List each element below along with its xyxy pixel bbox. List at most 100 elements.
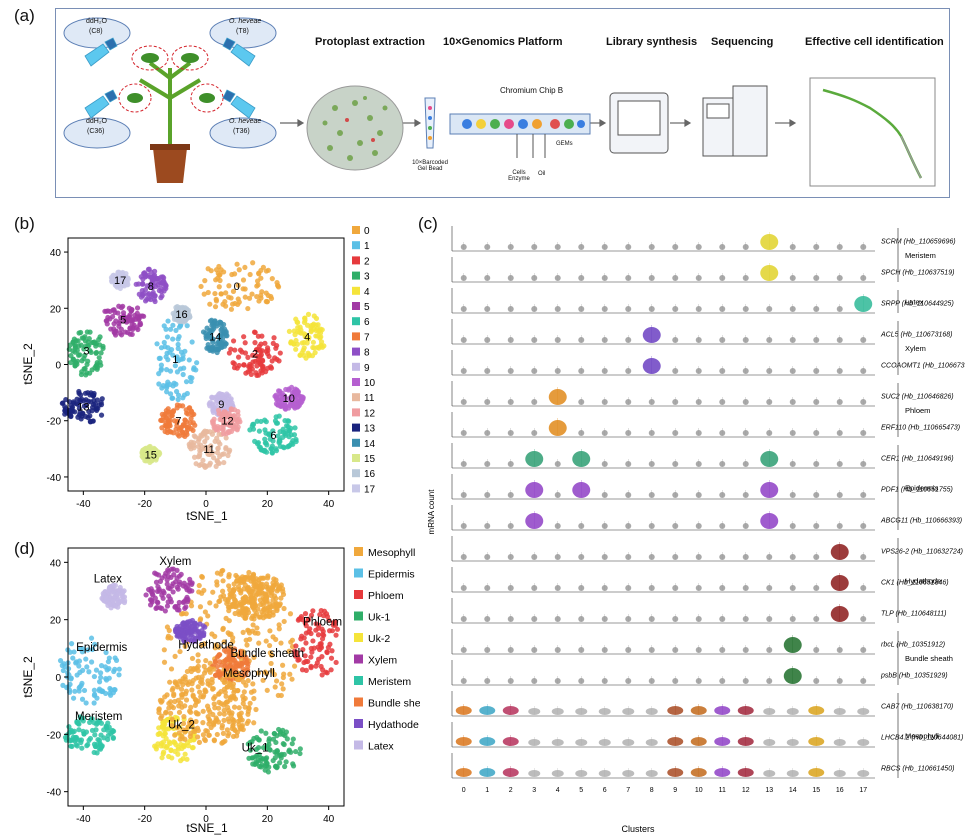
workflow-diagram [63, 17, 936, 187]
condition-t36-ellipse [209, 117, 277, 149]
d-ylabel: tSNE_2 [21, 656, 35, 698]
condition-c8-label: ddH₂O [86, 18, 108, 25]
d-xtick: 20 [262, 814, 274, 825]
condition-t8-sub: (T8) [236, 28, 249, 35]
cluster-label-10: 10 [283, 393, 295, 405]
violin-row-0: SCRM (Hb_110659696) [451, 226, 956, 252]
b-xtick: 20 [262, 499, 274, 510]
violin-row-17: RBCS (Hb_110661450) [451, 753, 954, 779]
cluster-2-points [226, 329, 283, 378]
group-epidermis: Epidermis [897, 445, 939, 530]
cluster-17-points [108, 269, 131, 292]
violin-row-7: CER1 (Hb_110649196) [451, 443, 954, 469]
condition-t36-label: O. heveae [229, 118, 262, 125]
c-xtick: 1 [485, 787, 489, 794]
b-legend-label: 6 [364, 317, 370, 328]
c-xlabel: Clusters [621, 824, 655, 834]
b-ylabel: tSNE_2 [21, 343, 35, 385]
b-ytick: -20 [47, 417, 62, 428]
d-legend-label: Uk-2 [368, 633, 390, 645]
d-xtick: -20 [137, 814, 152, 825]
group-meristem: Meristem [897, 228, 936, 282]
violin-row-15: CAB7 (Hb_110638170) [451, 691, 953, 717]
gene-label-1: SPCH (Hb_110637519) [881, 270, 954, 277]
panel-label-b: (b) [14, 214, 35, 233]
group-bundle-sheath: Bundle sheath [897, 631, 953, 685]
b-legend-swatch [352, 241, 360, 250]
gene-label-5: SUC2 (Hb_110646826) [881, 394, 954, 401]
cluster-5-points [102, 303, 147, 338]
d-ytick: -40 [47, 788, 62, 799]
group-label: Bundle sheath [905, 654, 953, 663]
b-ytick: -40 [47, 473, 62, 484]
d-legend-swatch [354, 568, 363, 578]
cluster-3-points [66, 329, 106, 378]
c-xtick: 10 [695, 787, 703, 794]
cluster-label-7: 7 [175, 416, 181, 428]
d-xtick: 40 [323, 814, 335, 825]
group-xylem: Xylem [897, 321, 926, 375]
celltype-region-points [172, 617, 208, 644]
sequencer-icon [702, 85, 768, 157]
b-legend-label: 9 [364, 363, 370, 374]
step-library-synthesis: Library synthesis [606, 36, 698, 48]
d-legend-swatch [354, 611, 363, 621]
b-legend-label: 17 [364, 484, 376, 495]
b-legend-label: 13 [364, 424, 376, 435]
step-sequencing: Sequencing [711, 36, 774, 48]
gene-label-7: CER1 (Hb_110649196) [881, 456, 954, 463]
b-ytick: 0 [55, 361, 61, 372]
c-xtick: 6 [603, 787, 607, 794]
group-label: Latex [905, 298, 924, 307]
cluster-label-8: 8 [148, 281, 154, 293]
c-xtick: 5 [579, 787, 583, 794]
chip-label: Chromium Chip B [500, 86, 564, 95]
b-legend-swatch [352, 393, 360, 402]
cluster-label-6: 6 [270, 430, 276, 442]
violin-row-14: psbB (Hb_10351929) [451, 660, 948, 686]
d-legend-swatch [354, 547, 363, 556]
cluster-8-points [133, 266, 169, 305]
group-phloem: Phloem [897, 383, 930, 437]
c-xtick: 2 [509, 787, 513, 794]
map-label-9: Uk_1 [242, 743, 269, 755]
d-ytick: 20 [50, 616, 62, 627]
map-label-7: Meristem [75, 711, 122, 723]
condition-t36-sub: (T36) [233, 128, 250, 135]
b-legend-label: 14 [364, 439, 376, 450]
gene-label-6: ERF110 (Hb_110665473) [881, 425, 960, 432]
b-legend-label: 0 [364, 226, 370, 237]
celltype-region-points [245, 726, 303, 775]
violin-row-9: ABCG11 (Hb_110666393) [451, 505, 962, 531]
cluster-1-points [154, 315, 200, 403]
condition-c36-label: ddH₂O [86, 118, 108, 125]
b-legend-label: 11 [364, 393, 375, 404]
cluster-label-9: 9 [218, 399, 224, 411]
group-label: Xylem [905, 344, 926, 353]
b-xtick: 40 [323, 499, 335, 510]
cluster-label-14: 14 [209, 331, 221, 343]
violin-row-5: SUC2 (Hb_110646826) [451, 381, 954, 407]
violin-row-13: rbcL (Hb_10351912) [451, 629, 945, 655]
panel-label-d: (d) [14, 539, 35, 558]
map-label-4: Epidermis [76, 642, 127, 654]
violin-row-4: CCOAOMT1 (Hb_110667357) [451, 350, 965, 376]
d-legend-swatch [354, 740, 363, 750]
cluster-label-17: 17 [114, 275, 126, 287]
workflow-panel [55, 8, 950, 198]
c-xtick: 14 [789, 787, 797, 794]
map-label-8: Uk_2 [168, 720, 195, 732]
group-hydathode: Hydathode [897, 538, 941, 623]
library-machine-icon [609, 92, 669, 154]
b-legend-swatch [352, 317, 360, 326]
panel-label-a: (a) [14, 6, 35, 25]
d-legend-label: Meristem [368, 676, 411, 688]
cluster-0-points [198, 260, 282, 312]
celltype-region-points [291, 607, 341, 678]
c-xtick: 7 [626, 787, 630, 794]
gel-bead-label: 10×Barcoded Gel Bead [412, 160, 448, 172]
b-legend-label: 8 [364, 348, 370, 359]
b-xtick: -40 [76, 499, 91, 510]
d-xtick: 0 [203, 814, 209, 825]
